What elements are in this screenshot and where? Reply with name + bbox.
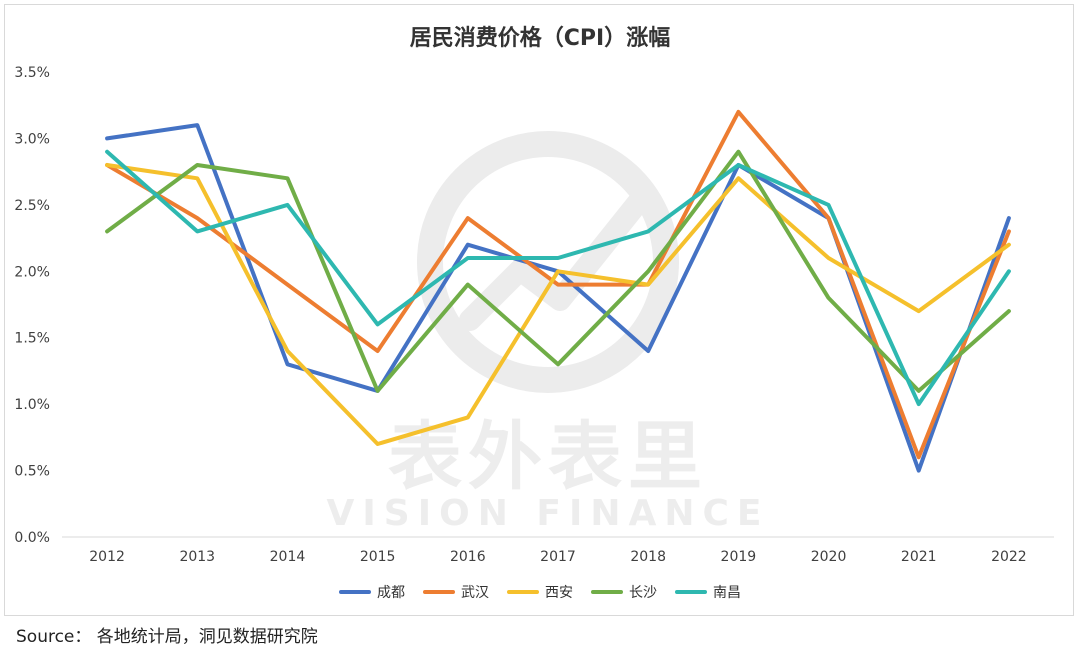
legend-item: 南昌: [675, 582, 741, 602]
legend-label: 南昌: [713, 585, 741, 601]
chart-axes: 0.0% 0.5% 1.0% 1.5% 2.0% 2.5% 3.0% 3.5% 2012 2013…: [14, 65, 1054, 565]
legend-swatch: [507, 590, 539, 594]
chart-legend: 成都 武汉 西安 长沙 南昌: [0, 582, 1080, 602]
y-tick-label: 2.5%: [14, 198, 50, 214]
chart-frame: [4, 4, 1074, 616]
watermark-logo-arrow: [459, 189, 651, 331]
legend-label: 长沙: [629, 585, 657, 601]
x-tick-label: 2017: [540, 549, 576, 565]
y-tick-label: 3.0%: [14, 131, 50, 147]
series-line-南昌: [105, 149, 1011, 407]
y-tick-label: 2.0%: [14, 264, 50, 280]
x-tick-label: 2016: [450, 549, 486, 565]
legend-swatch: [423, 590, 455, 594]
legend-swatch: [675, 590, 707, 594]
y-tick-label: 0.0%: [14, 530, 50, 546]
x-tick-label: 2020: [811, 549, 847, 565]
chart-lines: [105, 109, 1011, 473]
y-tick-label: 0.5%: [14, 464, 50, 480]
x-tick-label: 2022: [991, 549, 1027, 565]
x-tick-label: 2013: [179, 549, 215, 565]
x-tick-label: 2012: [89, 549, 125, 565]
legend-swatch: [591, 590, 623, 594]
y-tick-label: 1.5%: [14, 331, 50, 347]
legend-item: 成都: [339, 582, 405, 602]
y-tick-label: 3.5%: [14, 65, 50, 81]
chart-title: 居民消费价格（CPI）涨幅: [409, 26, 671, 51]
legend-item: 武汉: [423, 582, 489, 602]
x-tick-label: 2018: [630, 549, 666, 565]
source-note: Source： 各地统计局，洞见数据研究院: [16, 627, 318, 647]
x-tick-label: 2015: [360, 549, 396, 565]
legend-label: 武汉: [461, 585, 489, 601]
legend-item: 长沙: [591, 582, 657, 602]
watermark-cn-text: 表外表里: [388, 414, 708, 500]
x-tick-label: 2019: [721, 549, 757, 565]
legend-label: 成都: [377, 585, 405, 601]
y-tick-label: 1.0%: [14, 397, 50, 413]
legend-item: 西安: [507, 582, 573, 602]
x-tick-label: 2014: [270, 549, 306, 565]
series-line-武汉: [105, 109, 1011, 460]
legend-label: 西安: [545, 585, 573, 601]
series-line-长沙: [105, 149, 1011, 393]
watermark-en-text: VISION FINANCE: [327, 493, 770, 534]
x-tick-label: 2021: [901, 549, 937, 565]
legend-swatch: [339, 590, 371, 594]
